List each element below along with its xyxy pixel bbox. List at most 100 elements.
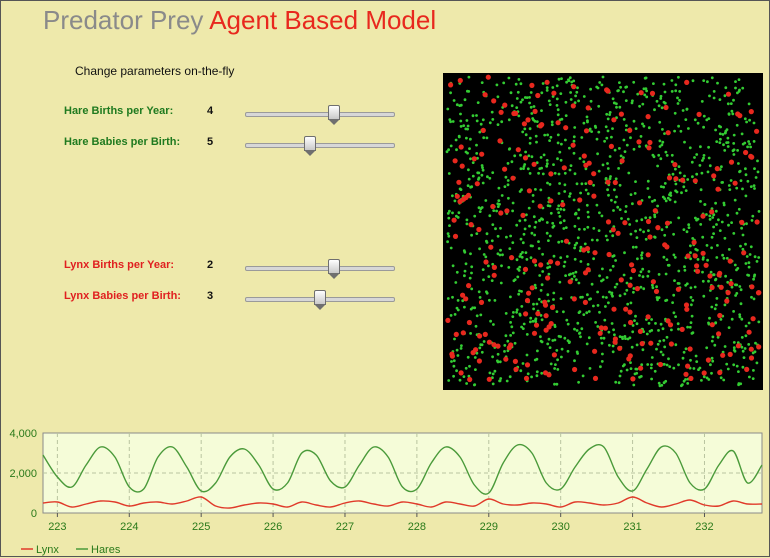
hare-agent [448,118,452,121]
hare-agent [629,301,633,305]
lynx-agent [709,284,715,291]
hare-agent [468,147,471,150]
hare-agent [496,95,500,99]
lynx-agent [512,358,518,364]
hare-agent [578,157,582,160]
hare-agent [501,253,504,257]
hare-agent [600,341,604,345]
hare-agent [597,169,601,173]
hare-agent [717,218,720,222]
hare-agent [525,213,528,217]
hare-agent [565,318,569,322]
lynx-agent [683,302,690,308]
hare-agent [573,327,576,331]
hare-babies-slider[interactable] [245,135,395,156]
slider-thumb[interactable] [327,105,340,125]
lynx-agent [665,318,671,324]
hare-agent [474,368,477,371]
lynx-agent [458,370,464,376]
lynx-agent [533,322,540,328]
hare-agent [658,339,662,343]
slider-thumb[interactable] [314,290,326,310]
hare-agent [491,382,495,386]
hare-agent [568,76,572,80]
hare-agent [727,112,731,116]
hare-agent [755,361,759,365]
hare-agent [606,167,610,170]
lynx-agent [630,267,636,274]
hare-agent [732,232,736,235]
lynx-babies-slider[interactable] [245,289,395,310]
hare-agent [587,336,591,340]
x-tick-label: 226 [264,521,282,533]
hare-agent [729,102,733,105]
hare-agent [730,317,734,321]
hare-agent [573,243,577,247]
hare-agent [504,334,508,338]
hare-agent [466,124,470,128]
lynx-agent [445,317,451,323]
lynx-agent [754,219,760,225]
lynx-agent [715,186,721,192]
slider-thumb[interactable] [304,136,317,156]
hare-agent [539,339,543,343]
hare-agent [551,339,555,342]
hare-agent [584,182,588,185]
hare-agent [498,253,502,257]
hare-agent [447,379,451,382]
hare-agent [745,120,748,124]
hare-agent [674,83,678,87]
hare-agent [659,185,663,188]
slider-thumb[interactable] [327,259,340,279]
hare-agent [634,245,638,249]
hare-agent [715,297,719,300]
hare-agent [741,142,745,146]
lynx-agent [743,149,749,156]
hare-agent [733,263,737,267]
hare-agent [545,159,549,162]
hare-agent [556,141,560,145]
hare-agent [530,112,534,115]
hare-agent [756,170,760,174]
hare-agent [720,220,724,224]
hare-births-slider[interactable] [245,104,395,125]
hare-agent [723,303,727,307]
hare-agent [664,150,668,154]
hare-agent [538,218,542,222]
hare-agent [536,349,539,353]
hare-agent [674,89,678,93]
lynx-births-label: Lynx Births per Year: [64,259,175,271]
hare-agent [677,75,680,79]
hare-agent [714,209,718,213]
lynx-agent [709,322,715,328]
hare-agent [654,322,657,325]
lynx-agent [498,210,504,216]
hare-agent [543,133,547,137]
hare-agent [545,162,549,166]
hare-agent [585,342,589,346]
hare-agent [586,119,589,122]
hare-agent [507,196,510,200]
lynx-agent [531,161,537,167]
hare-agent [520,290,523,293]
hare-agent [656,204,659,208]
lynx-agent [748,346,754,352]
hare-agent [633,372,637,376]
hare-agent [618,335,622,338]
hare-agent [747,274,751,277]
hare-agent [695,360,699,363]
lynx-agent [571,84,577,90]
hare-agent [533,233,536,237]
hare-agent [534,188,537,191]
hare-agent [734,294,737,297]
hare-agent [477,206,481,210]
hare-agent [612,328,615,332]
lynx-births-slider[interactable] [245,258,395,279]
hare-agent [456,216,460,219]
hare-agent [650,377,653,381]
hare-agent [668,365,672,368]
hare-agent [504,175,508,179]
lynx-agent [497,138,503,144]
hare-agent [732,98,735,102]
hare-agent [732,348,736,352]
